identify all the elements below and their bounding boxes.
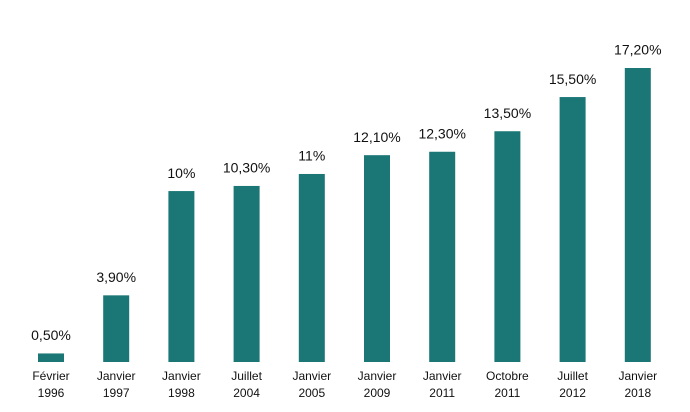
value-label: 10% xyxy=(167,165,195,181)
x-tick-label: Juillet xyxy=(557,369,588,383)
x-tick-label: Janvier xyxy=(292,369,331,383)
x-tick-label: 1997 xyxy=(103,386,130,400)
bar xyxy=(38,353,64,362)
bar xyxy=(624,68,651,362)
bar xyxy=(559,97,586,362)
bar xyxy=(103,295,130,362)
x-tick-label: Juillet xyxy=(231,369,262,383)
x-tick-label: 2009 xyxy=(364,386,391,400)
bar xyxy=(494,131,521,362)
x-tick-label: 2012 xyxy=(559,386,586,400)
value-label: 12,30% xyxy=(418,125,465,141)
value-label: 12,10% xyxy=(353,129,400,145)
bar xyxy=(429,151,456,362)
x-tick-label: Février xyxy=(32,369,69,383)
bar xyxy=(298,173,325,362)
x-tick-label: 1998 xyxy=(168,386,195,400)
x-tick-label: Janvier xyxy=(423,369,462,383)
value-label: 0,50% xyxy=(31,327,71,343)
bar xyxy=(364,155,390,362)
x-tick-label: Janvier xyxy=(97,369,136,383)
value-label: 15,50% xyxy=(549,71,596,87)
x-tick-label: 1996 xyxy=(38,386,65,400)
value-label: 17,20% xyxy=(614,42,661,58)
x-tick-label: 2011 xyxy=(429,386,455,400)
x-tick-label: Janvier xyxy=(618,369,657,383)
x-tick-label: Janvier xyxy=(358,369,397,383)
x-tick-label: 2004 xyxy=(233,386,260,400)
x-tick-label: Janvier xyxy=(162,369,201,383)
value-label: 11% xyxy=(298,148,325,164)
value-label: 13,50% xyxy=(484,105,531,121)
value-label: 10,30% xyxy=(223,160,270,176)
bar xyxy=(233,185,260,362)
x-tick-label: 2011 xyxy=(494,386,520,400)
x-tick-label: 2018 xyxy=(624,386,651,400)
bar xyxy=(168,191,195,362)
value-label: 3,90% xyxy=(96,269,136,285)
x-tick-label: 2005 xyxy=(298,386,325,400)
x-tick-label: Octobre xyxy=(486,369,529,383)
